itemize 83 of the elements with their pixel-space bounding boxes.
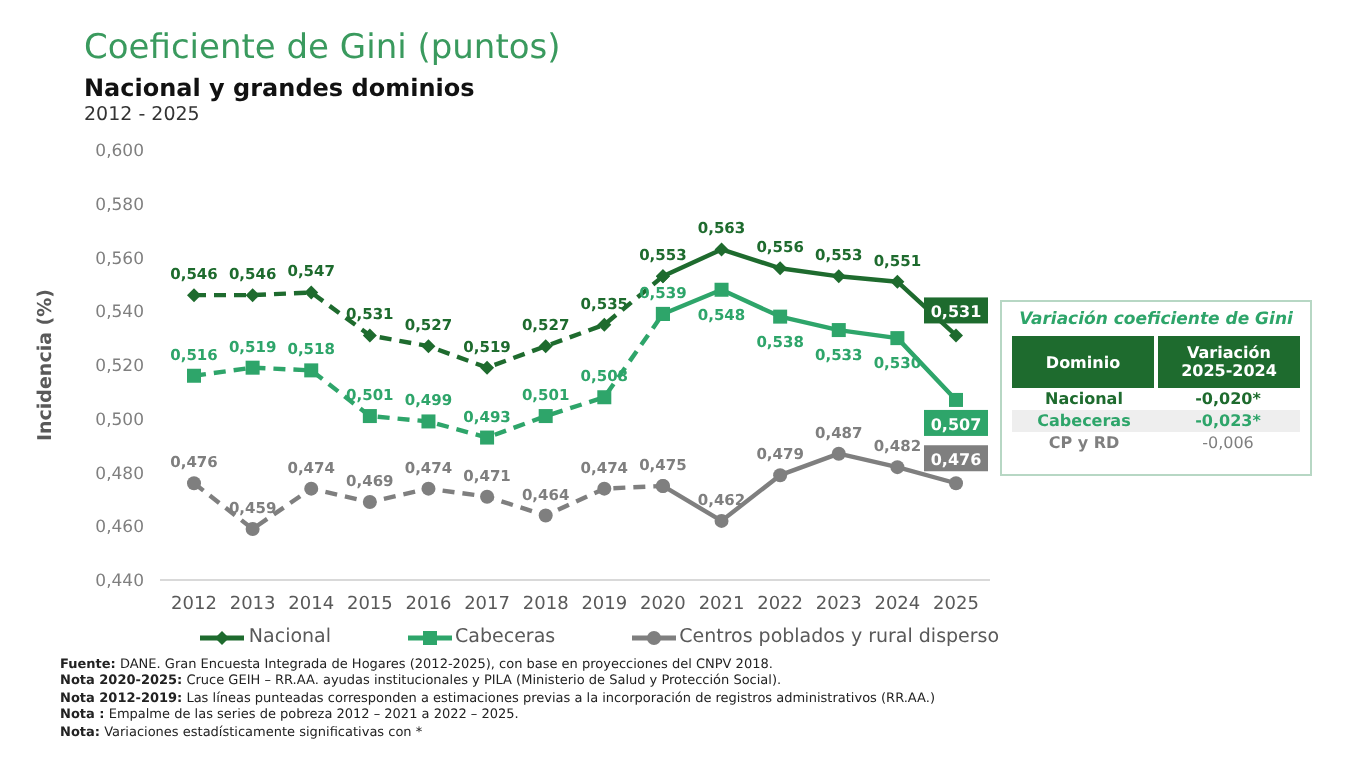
point	[714, 242, 729, 257]
x-tick-label: 2012	[171, 594, 217, 615]
point	[421, 414, 436, 429]
y-tick-label: 0,480	[95, 464, 144, 485]
y-tick-label: 0,520	[95, 357, 144, 378]
y-tick-label: 0,440	[95, 572, 144, 593]
point	[538, 409, 553, 424]
chart-subtitle: Nacional y grandes dominios 2012 - 2025	[84, 74, 475, 126]
point	[304, 285, 319, 300]
point	[890, 460, 905, 475]
point	[831, 446, 846, 461]
point	[831, 269, 846, 284]
point	[831, 323, 846, 338]
y-tick-label: 0,580	[95, 195, 144, 216]
point	[245, 288, 260, 303]
point	[538, 508, 553, 523]
x-tick-label: 2017	[464, 594, 510, 615]
y-tick-label: 0,560	[95, 249, 144, 270]
text: -0,023*	[1195, 412, 1261, 430]
x-tick-label: 2014	[288, 594, 335, 615]
x-tick-label: 2018	[522, 594, 570, 615]
point	[304, 363, 319, 378]
category-label: Variación 2025-2024	[1158, 336, 1300, 388]
x-tick-label: 2025	[933, 594, 979, 615]
chart-title: Coeficiente de Gini (puntos)	[84, 28, 561, 68]
point	[949, 476, 963, 491]
x-tick-label: 2019	[581, 594, 628, 615]
data-label: 0,507	[930, 415, 982, 434]
x-tick-label: 2022	[757, 594, 804, 615]
category-label: Nacional	[1045, 390, 1123, 408]
point	[597, 390, 612, 405]
text: Variación coeficiente de Gini	[1017, 310, 1295, 330]
point	[655, 269, 670, 284]
point	[480, 360, 495, 375]
category-label: Dominio	[1012, 336, 1154, 388]
x-tick-label: 2013	[229, 594, 276, 615]
x-tick-label: 2020	[640, 594, 687, 615]
y-tick-label: 0,500	[95, 410, 144, 431]
point	[597, 481, 612, 496]
x-tick-label: 2015	[346, 594, 393, 615]
point	[949, 328, 963, 343]
point	[480, 430, 495, 445]
data-label: 0,531	[930, 303, 983, 322]
legend-label: Centros poblados y rural disperso	[679, 626, 1000, 648]
y-tick-label: 0,460	[95, 518, 144, 539]
point	[890, 274, 905, 289]
legend-label: Nacional	[248, 626, 332, 648]
point	[187, 288, 201, 303]
point	[538, 339, 553, 354]
point	[245, 360, 260, 375]
point	[480, 489, 495, 504]
x-tick-label: 2024	[874, 594, 921, 615]
point	[773, 261, 788, 276]
y-tick-label: 0,600	[95, 142, 144, 163]
point	[187, 368, 201, 383]
point	[655, 306, 670, 321]
point	[714, 513, 729, 528]
text: -0,020*	[1195, 390, 1261, 408]
y-axis-title: Incidencia (%)	[34, 289, 57, 441]
point	[597, 317, 612, 332]
point	[362, 495, 377, 510]
y-tick-label: 0,540	[95, 303, 144, 324]
category-label: Cabeceras	[1037, 412, 1131, 430]
legend-label: Cabeceras	[455, 626, 556, 648]
x-tick-label: 2016	[405, 594, 452, 615]
category-label: CP y RD	[1048, 434, 1120, 452]
point	[773, 309, 788, 324]
point	[304, 481, 319, 496]
text: -0,006	[1202, 434, 1254, 452]
x-tick-label: 2023	[815, 594, 862, 615]
point	[421, 339, 436, 354]
point	[245, 521, 260, 536]
point	[949, 392, 963, 407]
point	[187, 476, 201, 491]
point	[714, 282, 729, 297]
point	[655, 478, 670, 493]
point	[362, 328, 377, 343]
x-tick-label: 2021	[698, 594, 745, 615]
point	[421, 481, 436, 496]
point	[773, 468, 788, 483]
point	[362, 409, 377, 424]
data-label: 0,476	[930, 451, 983, 470]
point	[890, 331, 905, 346]
